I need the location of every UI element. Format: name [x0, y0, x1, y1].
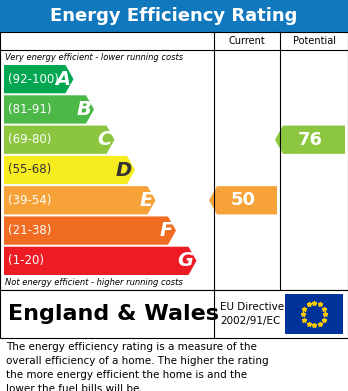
Text: (21-38): (21-38) — [8, 224, 52, 237]
Bar — [285, 294, 343, 334]
Text: Current: Current — [229, 36, 266, 46]
Polygon shape — [4, 247, 197, 275]
Text: 76: 76 — [298, 131, 323, 149]
Bar — [0, 0, 348, 32]
Text: Potential: Potential — [293, 36, 335, 46]
Text: F: F — [160, 221, 173, 240]
Text: D: D — [116, 160, 132, 179]
Text: (39-54): (39-54) — [8, 194, 52, 207]
Bar — [0, 32, 348, 290]
Polygon shape — [4, 126, 114, 154]
Text: (81-91): (81-91) — [8, 103, 52, 116]
Text: (69-80): (69-80) — [8, 133, 52, 146]
Text: 50: 50 — [230, 191, 255, 209]
Text: B: B — [76, 100, 91, 119]
Text: E: E — [139, 191, 152, 210]
Text: C: C — [97, 130, 111, 149]
Bar — [0, 290, 348, 338]
Polygon shape — [209, 186, 277, 214]
Polygon shape — [4, 186, 156, 214]
Text: G: G — [177, 251, 193, 270]
Text: Very energy efficient - lower running costs: Very energy efficient - lower running co… — [5, 53, 183, 62]
Text: A: A — [55, 70, 71, 89]
Text: (92-100): (92-100) — [8, 73, 59, 86]
Text: England & Wales: England & Wales — [8, 304, 219, 324]
Text: The energy efficiency rating is a measure of the
overall efficiency of a home. T: The energy efficiency rating is a measur… — [6, 342, 269, 391]
Polygon shape — [4, 156, 135, 184]
Polygon shape — [4, 95, 94, 124]
Polygon shape — [275, 126, 345, 154]
Text: Not energy efficient - higher running costs: Not energy efficient - higher running co… — [5, 278, 183, 287]
Text: (1-20): (1-20) — [8, 255, 44, 267]
Text: EU Directive
2002/91/EC: EU Directive 2002/91/EC — [220, 302, 284, 326]
Text: Energy Efficiency Rating: Energy Efficiency Rating — [50, 7, 298, 25]
Text: (55-68): (55-68) — [8, 163, 51, 176]
Polygon shape — [4, 65, 73, 93]
Polygon shape — [4, 217, 176, 245]
